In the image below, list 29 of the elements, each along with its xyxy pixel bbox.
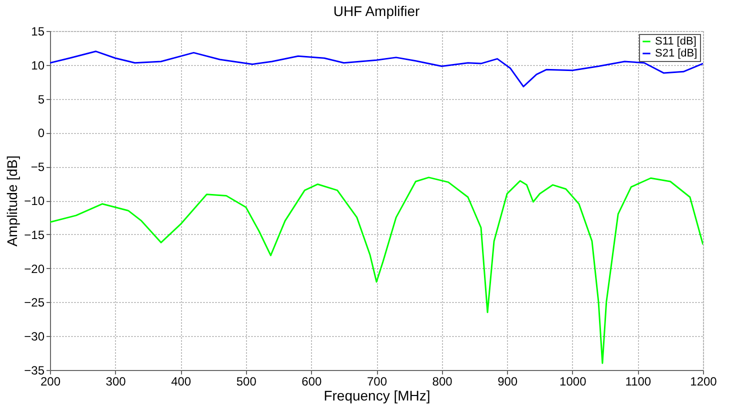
- y-tick-label: 0: [38, 126, 45, 140]
- chart-title: UHF Amplifier: [333, 3, 420, 19]
- line-series: [50, 176, 703, 364]
- x-tick-label: 600: [302, 374, 322, 388]
- y-axis-title: Amplitude [dB]: [4, 155, 20, 247]
- line-series: [50, 50, 703, 88]
- y-tick-label: −30: [24, 330, 45, 344]
- y-tick-label: 10: [31, 58, 45, 72]
- x-tick-label: 200: [40, 374, 61, 388]
- x-tick-label: 800: [432, 374, 453, 388]
- x-tick-label: 900: [498, 374, 518, 388]
- y-tick-label: −25: [24, 296, 45, 310]
- x-tick-label: 400: [171, 374, 192, 388]
- y-tick-label: −15: [24, 228, 45, 242]
- legend-label: S11 [dB]: [655, 36, 696, 48]
- y-tick-label: −5: [30, 160, 45, 174]
- legend-label: S21 [dB]: [655, 48, 698, 60]
- x-tick-label: 500: [236, 374, 257, 388]
- x-axis-title: Frequency [MHz]: [324, 388, 430, 404]
- x-tick-label: 700: [366, 374, 388, 388]
- x-tick-label: 300: [106, 374, 126, 388]
- y-tick-label: 5: [38, 92, 45, 106]
- y-tick-label: −35: [24, 364, 45, 378]
- y-tick-label: 15: [31, 24, 45, 38]
- x-tick-label: 1100: [625, 374, 652, 388]
- y-tick-label: −10: [24, 194, 45, 208]
- y-tick-label: −20: [24, 262, 45, 276]
- x-tick-label: 1200: [690, 374, 718, 388]
- x-tick-label: 1000: [560, 374, 587, 388]
